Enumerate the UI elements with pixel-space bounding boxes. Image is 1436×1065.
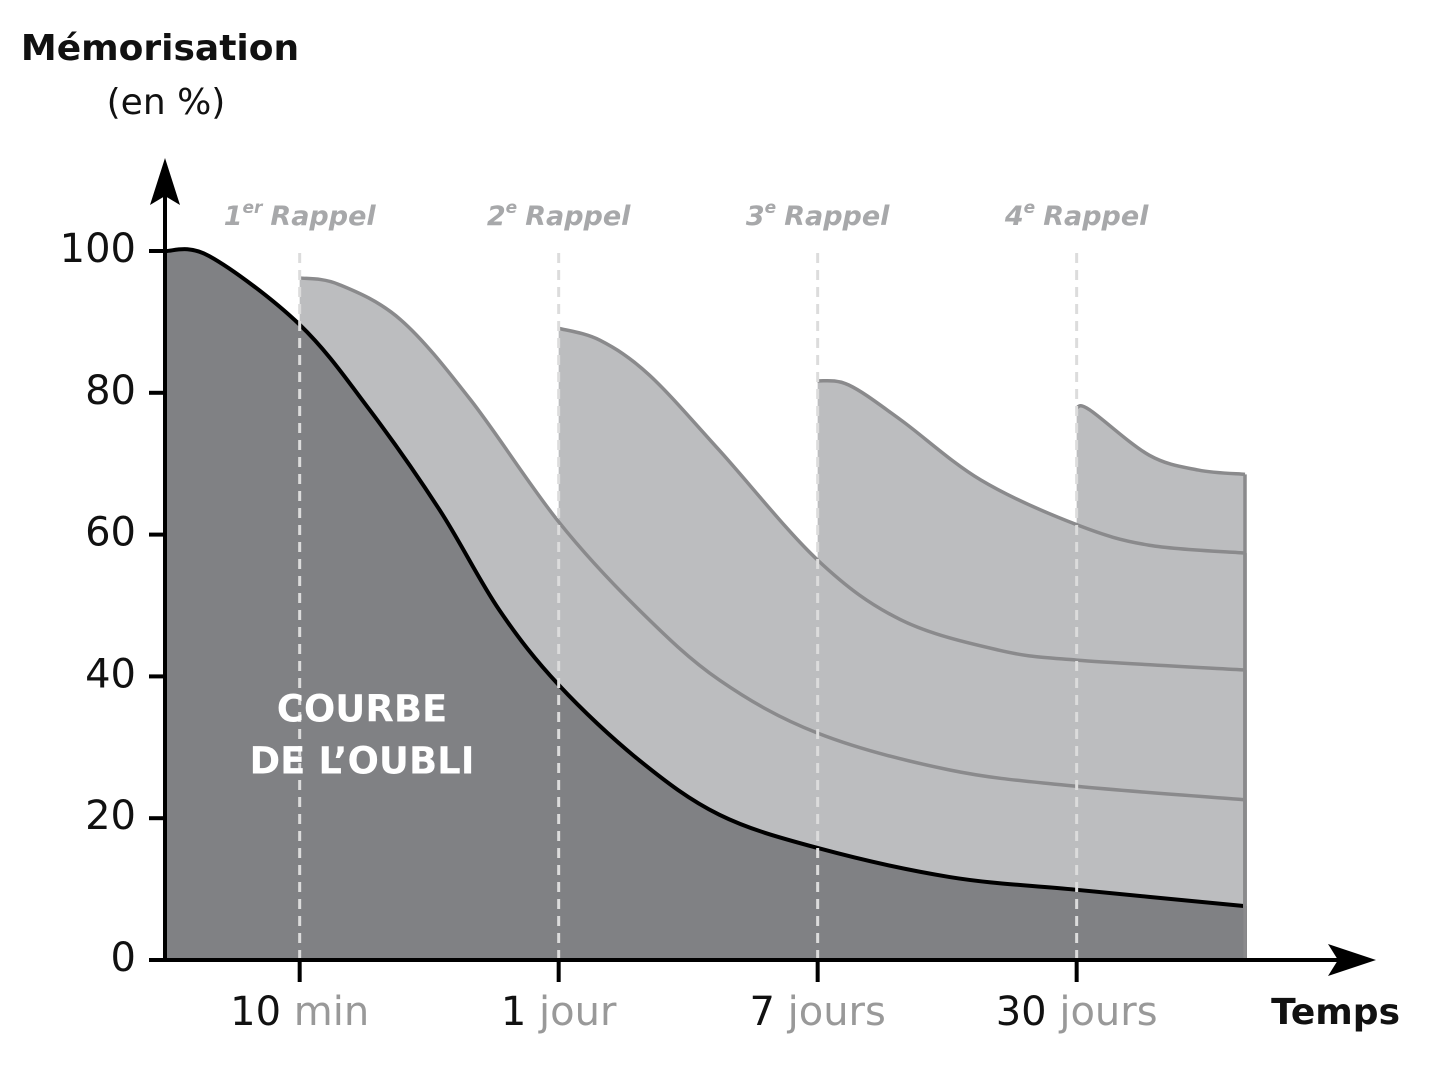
y-tick-label: 40 <box>85 651 136 697</box>
area <box>1076 405 1245 961</box>
recall-label: 2e Rappel <box>487 198 631 232</box>
y-tick-label: 80 <box>85 368 136 414</box>
recall-curve <box>1076 404 1246 477</box>
recall-label: 4e Rappel <box>1004 198 1149 232</box>
area <box>165 249 1245 960</box>
recall-name: Rappel <box>270 201 376 232</box>
recall-curve <box>299 276 1246 802</box>
recall-rank-sup: e <box>506 198 518 218</box>
curve-label: COURBE <box>277 688 448 731</box>
recall-rank: 2 <box>487 201 506 232</box>
recall-rank-sup: e <box>1024 198 1036 218</box>
recall-label: 1er Rappel <box>224 198 377 232</box>
y-axis-arrow <box>150 158 180 205</box>
recall-rank: 4 <box>1004 201 1024 232</box>
y-tick-label: 0 <box>111 935 136 981</box>
recall-curve <box>817 378 1246 555</box>
y-tick-label: 20 <box>85 793 136 839</box>
recall-name: Rappel <box>784 201 890 232</box>
recall-name: Rappel <box>1043 201 1149 232</box>
curve-label: DE L’OUBLI <box>249 740 474 783</box>
x-tick-label: 1 jour <box>501 989 617 1035</box>
chart-title: Mémorisation <box>21 28 299 69</box>
recall-rank-sup: e <box>765 198 777 218</box>
forgetting-curve <box>164 247 1246 909</box>
recall-name: Rappel <box>525 201 631 232</box>
recall-rank: 3 <box>746 201 765 232</box>
recall-rank-sup: er <box>242 198 264 218</box>
x-axis-arrow <box>1328 944 1376 976</box>
chart-subtitle: (en %) <box>107 82 226 123</box>
x-tick-label: 30 jours <box>996 989 1158 1035</box>
recall-label: 3e Rappel <box>746 198 890 232</box>
recall-curve <box>558 326 1246 672</box>
recall-rank: 1 <box>224 201 243 232</box>
y-tick-label: 100 <box>60 226 136 272</box>
y-tick-label: 60 <box>85 510 136 556</box>
x-tick-label: 10 min <box>230 989 369 1035</box>
x-tick-label: 7 jours <box>749 989 885 1035</box>
x-axis-label: Temps <box>1271 992 1400 1033</box>
